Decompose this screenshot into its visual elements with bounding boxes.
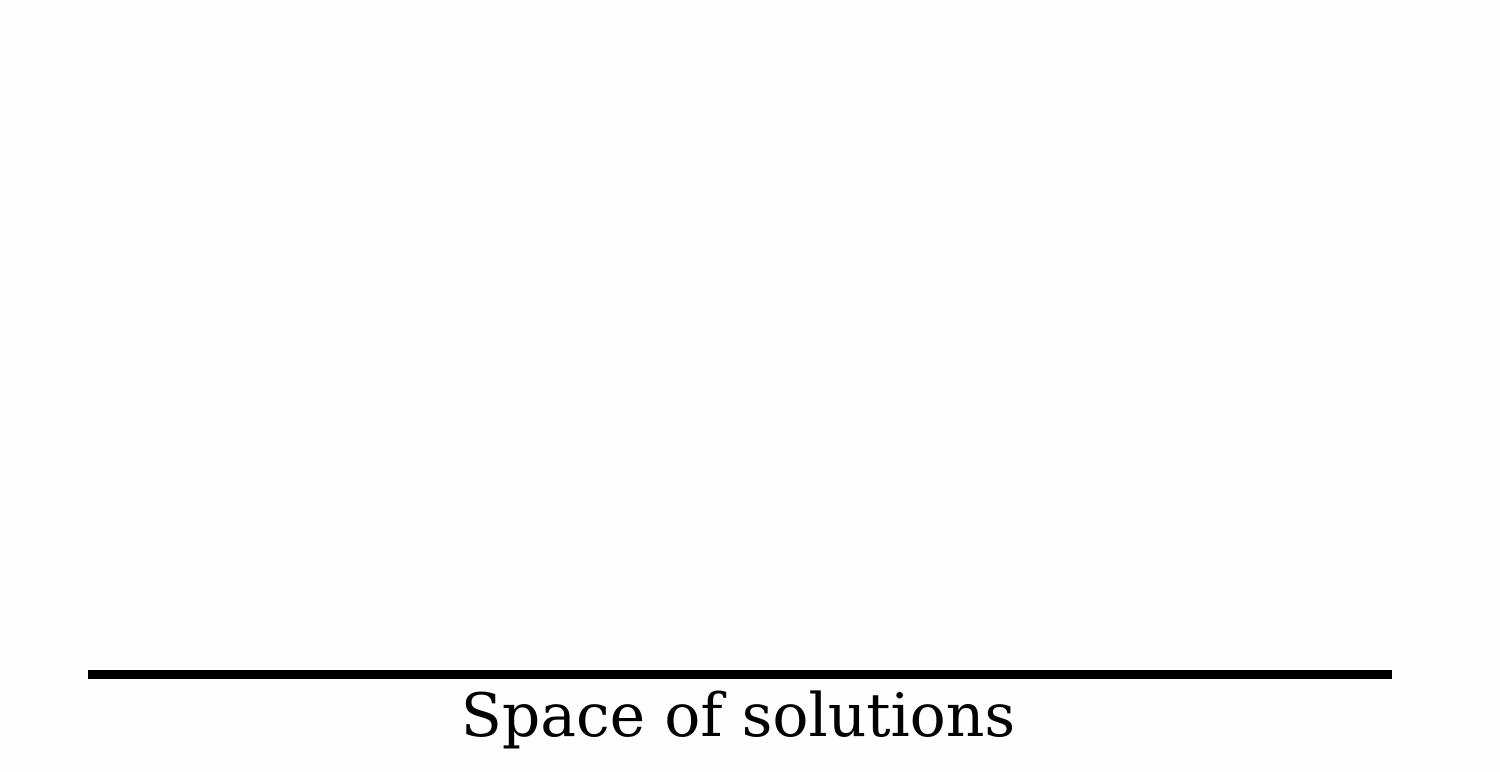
- axis-caption: Space of solutions: [0, 674, 1476, 758]
